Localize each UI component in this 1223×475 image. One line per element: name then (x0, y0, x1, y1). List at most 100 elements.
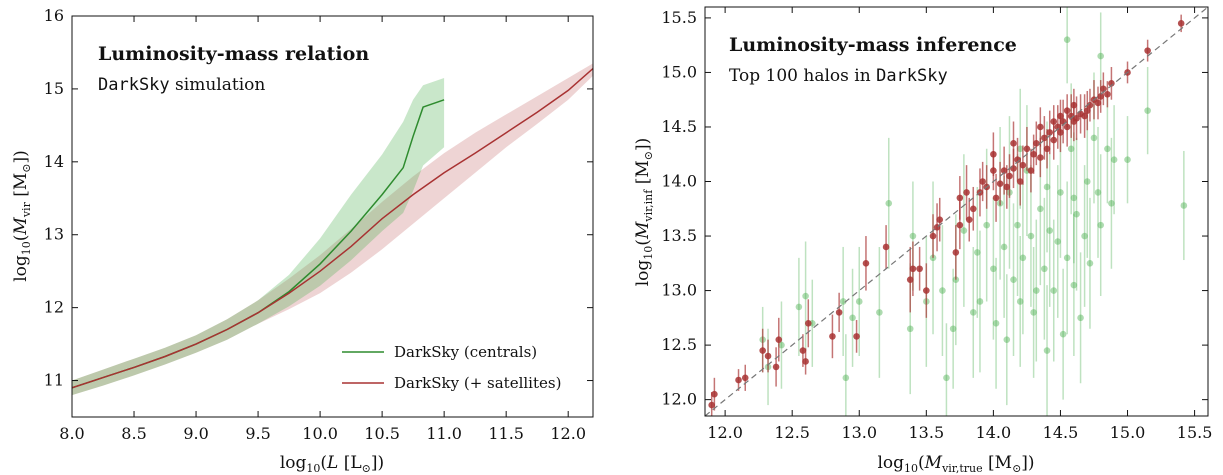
green-point (909, 232, 917, 240)
green-point (1063, 254, 1071, 262)
green-point (1180, 202, 1188, 209)
right-y-axis-label: log10(Mvir,inf [M⊙]) (633, 138, 655, 287)
red-point (1010, 165, 1017, 172)
green-point (1027, 232, 1035, 240)
green-point (1124, 156, 1131, 163)
red-point (952, 249, 960, 256)
red-point (1033, 140, 1040, 147)
green-point (1067, 145, 1075, 153)
green-point (1108, 200, 1115, 207)
left-x-tick-label: 11.5 (488, 424, 524, 443)
green-point (960, 227, 968, 234)
left-x-tick-label: 9.5 (245, 424, 270, 443)
green-point (849, 314, 856, 322)
left-x-tick-label: 10.0 (302, 424, 338, 443)
red-point (1108, 80, 1115, 87)
red-point (829, 333, 836, 340)
red-point (741, 374, 749, 382)
green-point (1019, 254, 1027, 262)
red-point (802, 358, 809, 365)
right-y-tick-label: 12.0 (661, 390, 697, 409)
right-chart-title: Luminosity-mass inference (729, 34, 1017, 56)
green-point (1054, 238, 1062, 245)
green-point (949, 325, 957, 333)
red-point (1177, 20, 1185, 27)
green-point (778, 341, 785, 349)
red-point (1037, 154, 1044, 161)
green-point (802, 292, 809, 300)
red-point (862, 260, 870, 267)
centrals-scatter-band (72, 78, 445, 396)
right-y-tick-label: 14.0 (661, 172, 697, 191)
green-point (1037, 205, 1044, 213)
red-point (1100, 85, 1107, 93)
right-x-tick-label: 12.5 (774, 423, 810, 442)
red-point (764, 352, 772, 360)
green-point (1014, 221, 1021, 229)
satellites-scatter-band (72, 63, 593, 396)
right-chart-subtitle: Top 100 halos in DarkSky (729, 66, 948, 86)
green-point (1144, 107, 1151, 114)
right-axes-frame (704, 6, 1209, 417)
red-point (956, 221, 964, 229)
green-point (1063, 36, 1071, 44)
red-point (1023, 145, 1031, 153)
red-point (1037, 123, 1044, 131)
luminosity-mass-inference-panel: 12.0 12.5 13.0 13.5 14.0 14.5 15.0 15.5 12.0 12.5… (633, 6, 1212, 475)
satellites-line (72, 67, 593, 389)
left-y-tick-label: 11 (44, 371, 64, 390)
green-point (1070, 194, 1078, 202)
green-point (990, 265, 997, 273)
red-point (1070, 101, 1078, 109)
left-x-tick-label: 12.0 (550, 424, 586, 443)
red-point (1027, 167, 1035, 174)
left-x-tick-label: 9.0 (183, 424, 208, 443)
right-y-tick-label: 15.0 (661, 62, 697, 81)
legend-centrals-label: DarkSky (centrals) (394, 343, 537, 361)
right-y-tick-label: 13.5 (661, 226, 697, 245)
red-point (979, 178, 986, 185)
green-point (1033, 287, 1040, 294)
left-y-tick-label: 12 (44, 298, 64, 317)
red-point (963, 189, 970, 196)
legend-satellites-label: DarkSky (+ satellites) (394, 374, 561, 392)
red-point (1046, 129, 1054, 136)
red-point (936, 216, 944, 223)
green-point (1070, 281, 1078, 289)
red-point (804, 319, 812, 327)
red-point (882, 243, 890, 251)
green-point (842, 374, 850, 382)
red-point (1067, 112, 1075, 120)
right-x-tick-label: 14.0 (976, 423, 1012, 442)
red-point (992, 194, 1000, 202)
red-point (711, 390, 718, 398)
right-subtitle-rest: Top 100 halos in (729, 66, 876, 86)
left-y-tick-label: 16 (44, 6, 64, 25)
green-point (1043, 347, 1051, 354)
green-point (969, 309, 977, 316)
red-point (775, 336, 783, 343)
right-y-tick-label: 14.5 (661, 117, 697, 136)
red-point (906, 276, 914, 283)
red-point (835, 309, 843, 316)
right-y-tick-label: 12.5 (661, 335, 697, 354)
red-point (1041, 134, 1048, 142)
red-point (1057, 112, 1064, 120)
right-subtitle-darksky: DarkSky (876, 66, 948, 86)
red-point (853, 333, 860, 340)
red-point (1054, 123, 1062, 131)
green-point (992, 319, 1000, 327)
green-point (1041, 265, 1048, 273)
red-point (1086, 101, 1094, 109)
green-point (1057, 189, 1064, 196)
green-point (906, 325, 914, 333)
red-point (1050, 136, 1058, 144)
left-x-tick-label: 10.5 (364, 424, 400, 443)
red-point (996, 180, 1004, 187)
red-point (799, 347, 807, 354)
green-point (876, 309, 883, 316)
right-y-tick-label: 15.5 (661, 8, 697, 27)
green-point (1077, 314, 1084, 322)
red-point (1014, 156, 1021, 163)
left-chart-title: Luminosity-mass relation (98, 43, 369, 65)
